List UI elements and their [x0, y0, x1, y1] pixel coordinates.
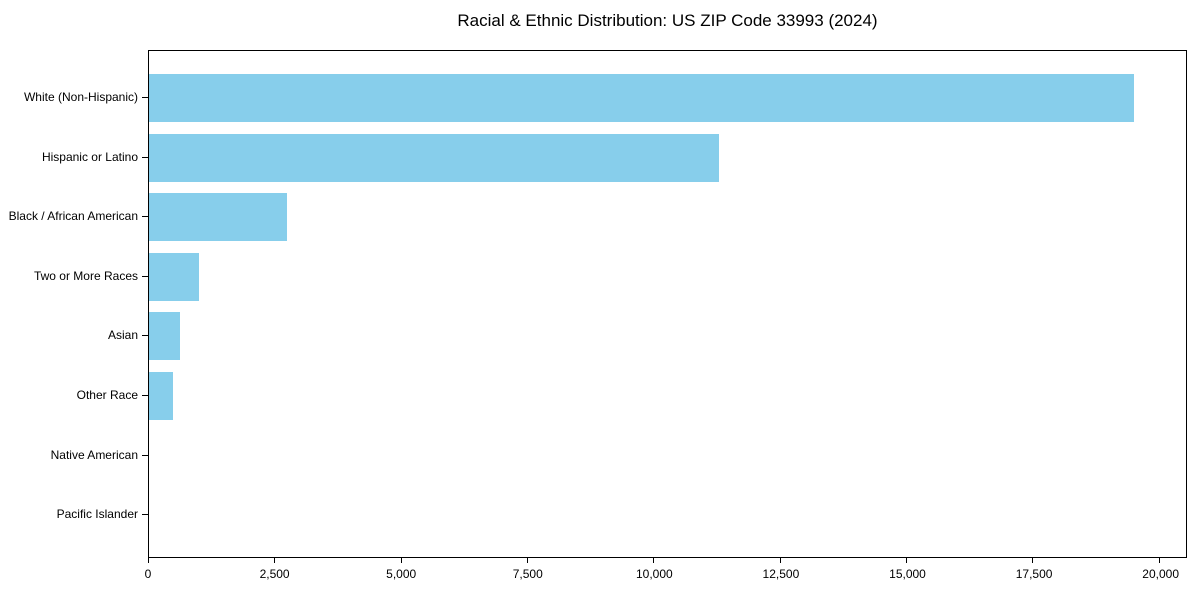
x-tick-label: 17,500	[1015, 567, 1053, 581]
plot-area	[148, 50, 1187, 563]
y-tick-mark	[142, 395, 148, 396]
x-tick-label: 7,500	[512, 567, 543, 581]
y-axis-label: Two or More Races	[33, 268, 138, 283]
bar	[149, 133, 719, 182]
bar	[149, 312, 180, 361]
chart-title: Racial & Ethnic Distribution: US ZIP Cod…	[457, 11, 878, 30]
x-tick-mark	[148, 557, 149, 563]
x-tick-mark	[906, 557, 908, 563]
y-tick-mark	[142, 275, 148, 277]
x-tick-mark	[1158, 557, 1160, 563]
y-axis-label: Other Race	[76, 388, 138, 402]
y-tick-mark	[142, 97, 148, 98]
y-tick-mark	[142, 216, 148, 218]
y-axis-label: Asian	[107, 328, 138, 343]
y-axis-label: Black / African American	[8, 209, 138, 224]
bar	[149, 252, 200, 301]
y-axis-label: Pacific Islander	[56, 507, 138, 522]
x-tick-label: 15,000	[889, 567, 926, 581]
x-tick-label: 20,000	[1142, 567, 1180, 581]
x-tick-mark	[653, 557, 655, 563]
x-tick-label: 5,000	[386, 567, 417, 581]
bar	[149, 372, 173, 420]
x-tick-mark	[527, 557, 529, 563]
y-axis-label: White (Non-Hispanic)	[23, 90, 138, 104]
x-tick-label: 2,500	[259, 567, 290, 581]
bar	[149, 193, 288, 242]
y-axis-label: Hispanic or Latino	[41, 149, 138, 164]
x-tick-mark	[1032, 557, 1034, 563]
bar	[149, 74, 1135, 122]
x-tick-label: 10,000	[635, 567, 673, 581]
x-tick-mark	[779, 557, 781, 563]
x-tick-label: 12,500	[762, 567, 800, 581]
x-tick-mark	[400, 557, 402, 563]
y-tick-mark	[142, 156, 148, 158]
x-tick-label: 0	[144, 567, 152, 581]
x-tick-mark	[274, 557, 276, 563]
y-axis-label: Native American	[50, 447, 138, 462]
y-tick-mark	[142, 335, 148, 337]
y-tick-mark	[142, 514, 148, 516]
y-tick-mark	[142, 454, 148, 456]
